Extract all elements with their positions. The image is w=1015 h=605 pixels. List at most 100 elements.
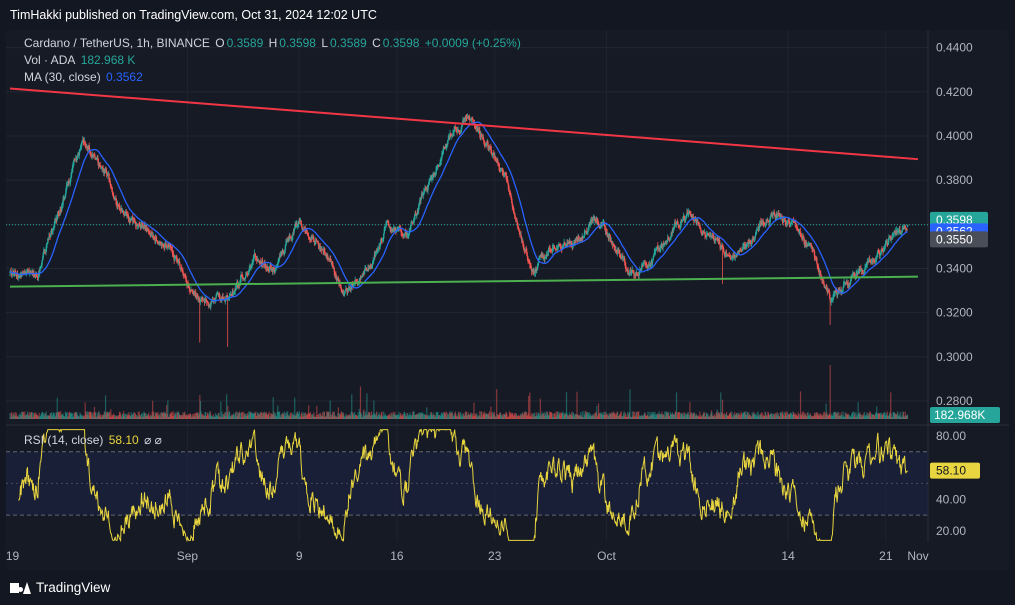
- candle-body[interactable]: [280, 253, 282, 257]
- candle-body[interactable]: [796, 228, 799, 231]
- candle-body[interactable]: [409, 229, 411, 231]
- candle-body[interactable]: [512, 206, 514, 209]
- candle-body[interactable]: [826, 288, 828, 293]
- candle-body[interactable]: [112, 193, 114, 197]
- candle-body[interactable]: [29, 271, 31, 274]
- candle-body[interactable]: [121, 207, 123, 212]
- candle-body[interactable]: [346, 290, 349, 293]
- candle-body[interactable]: [754, 235, 756, 239]
- candle-body[interactable]: [612, 243, 615, 245]
- candle-body[interactable]: [624, 258, 626, 263]
- candle-body[interactable]: [436, 167, 438, 170]
- candle-body[interactable]: [832, 294, 835, 298]
- candle-body[interactable]: [124, 214, 126, 216]
- candle-body[interactable]: [216, 294, 218, 296]
- candle-body[interactable]: [728, 256, 731, 257]
- candle-body[interactable]: [331, 261, 334, 265]
- candle-body[interactable]: [158, 243, 160, 245]
- candle-body[interactable]: [551, 251, 553, 252]
- candle-body[interactable]: [853, 272, 856, 276]
- candle-body[interactable]: [23, 273, 26, 274]
- candle-body[interactable]: [248, 269, 251, 271]
- candle-body[interactable]: [527, 260, 530, 262]
- candle-body[interactable]: [697, 221, 699, 223]
- candle-body[interactable]: [892, 233, 894, 237]
- candle-body[interactable]: [61, 205, 64, 207]
- candle-body[interactable]: [710, 236, 713, 238]
- candle-body[interactable]: [192, 291, 194, 294]
- candle-body[interactable]: [260, 261, 262, 264]
- candle-body[interactable]: [64, 197, 66, 200]
- candle-body[interactable]: [671, 229, 674, 234]
- candle-body[interactable]: [122, 211, 125, 214]
- candle-body[interactable]: [865, 264, 867, 266]
- candle-body[interactable]: [610, 239, 612, 242]
- candle-body[interactable]: [376, 251, 379, 252]
- candle-body[interactable]: [248, 270, 250, 275]
- candle-body[interactable]: [690, 214, 692, 217]
- candle-body[interactable]: [71, 171, 73, 175]
- candle-body[interactable]: [73, 159, 75, 162]
- candle-body[interactable]: [191, 290, 193, 292]
- candle-body[interactable]: [388, 226, 391, 229]
- resistance-trendline[interactable]: [9, 87, 919, 161]
- candle-body[interactable]: [43, 249, 46, 252]
- candle-body[interactable]: [557, 246, 559, 250]
- candle-body[interactable]: [378, 246, 380, 249]
- candle-body[interactable]: [662, 243, 664, 248]
- candle-body[interactable]: [365, 267, 368, 271]
- candle-body[interactable]: [841, 291, 844, 293]
- candle-body[interactable]: [587, 226, 590, 229]
- candle-body[interactable]: [105, 170, 107, 172]
- candle-body[interactable]: [749, 241, 752, 243]
- candle-body[interactable]: [739, 249, 741, 253]
- candle-body[interactable]: [637, 274, 639, 276]
- candle-body[interactable]: [564, 242, 566, 245]
- candle-body[interactable]: [174, 257, 177, 259]
- candle-body[interactable]: [368, 266, 370, 269]
- candle-body[interactable]: [125, 211, 128, 217]
- candle-body[interactable]: [689, 211, 691, 214]
- candle-body[interactable]: [680, 220, 682, 225]
- candle-body[interactable]: [227, 298, 230, 300]
- candle-body[interactable]: [781, 216, 784, 221]
- candle-body[interactable]: [748, 241, 750, 245]
- candle-body[interactable]: [533, 269, 535, 273]
- candle-body[interactable]: [784, 219, 786, 221]
- legend-symbol[interactable]: Cardano / TetherUS, 1h, BINANCE: [24, 36, 210, 50]
- candle-body[interactable]: [319, 245, 322, 249]
- candle-body[interactable]: [654, 249, 657, 252]
- candle-body[interactable]: [609, 235, 611, 240]
- candle-body[interactable]: [402, 235, 404, 237]
- candle-body[interactable]: [108, 173, 110, 179]
- candle-body[interactable]: [574, 239, 576, 243]
- candle-body[interactable]: [491, 153, 493, 156]
- candle-body[interactable]: [889, 235, 891, 238]
- candle-body[interactable]: [216, 293, 219, 295]
- candle-body[interactable]: [789, 224, 792, 227]
- candle-body[interactable]: [805, 243, 808, 245]
- candle-body[interactable]: [722, 247, 724, 249]
- candle-body[interactable]: [79, 149, 81, 152]
- candle-body[interactable]: [764, 225, 767, 227]
- candle-body[interactable]: [282, 250, 284, 252]
- candle-body[interactable]: [530, 268, 533, 272]
- candle-body[interactable]: [862, 272, 865, 274]
- candle-body[interactable]: [317, 242, 320, 246]
- candle-body[interactable]: [15, 272, 17, 276]
- candle-body[interactable]: [406, 232, 408, 236]
- candle-body[interactable]: [823, 280, 825, 285]
- candle-body[interactable]: [381, 238, 384, 241]
- candle-body[interactable]: [506, 178, 508, 180]
- candle-body[interactable]: [674, 222, 677, 224]
- candle-body[interactable]: [241, 275, 244, 278]
- candle-body[interactable]: [186, 281, 188, 285]
- candle-body[interactable]: [42, 252, 44, 258]
- candle-body[interactable]: [13, 273, 15, 275]
- candle-body[interactable]: [458, 130, 460, 131]
- candle-body[interactable]: [82, 139, 85, 142]
- candle-body[interactable]: [218, 294, 221, 298]
- candle-body[interactable]: [447, 138, 450, 141]
- candle-body[interactable]: [795, 224, 798, 227]
- candle-body[interactable]: [255, 257, 258, 260]
